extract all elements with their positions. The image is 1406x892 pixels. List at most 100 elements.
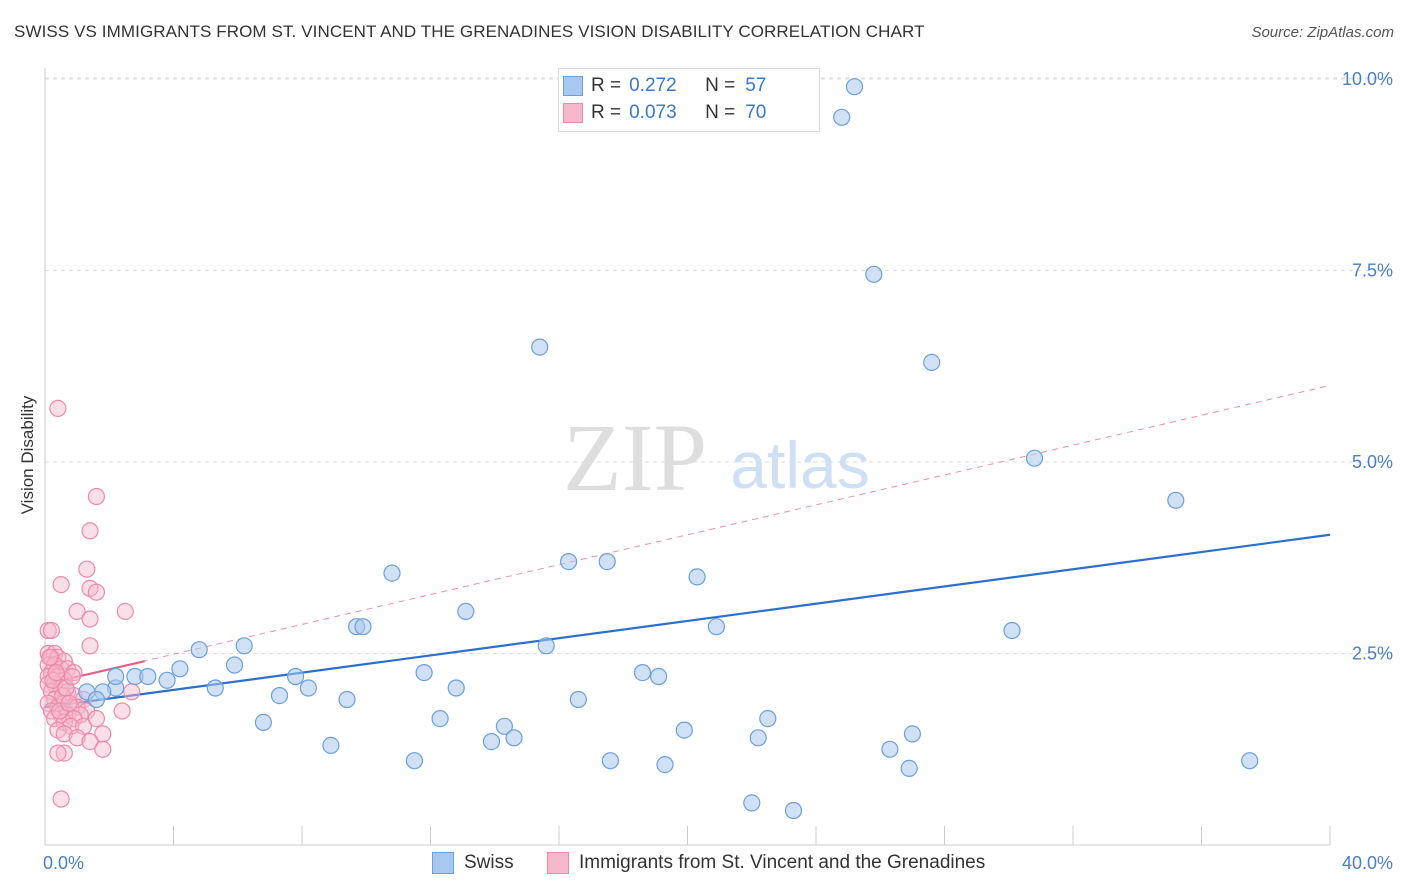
svg-point — [68, 602, 86, 621]
legend-item-swiss: Swiss — [432, 852, 514, 874]
svg-point — [49, 399, 67, 417]
swiss-point — [1167, 491, 1185, 509]
svg-point — [87, 487, 106, 506]
legend-n-label: N = — [705, 75, 736, 96]
swiss-point — [206, 679, 224, 697]
svg-point — [81, 637, 99, 655]
svg-point — [87, 709, 106, 728]
svg-point — [68, 729, 86, 747]
swiss-point — [537, 637, 555, 655]
swiss-point — [235, 637, 253, 655]
y-tick-label: 7.5% — [1352, 261, 1393, 281]
svg-point — [116, 602, 134, 621]
legend-row-svg: R = 0.073 N = 70 — [563, 100, 767, 126]
swiss-point — [598, 552, 616, 571]
legend-swatch-svg — [563, 103, 583, 123]
swiss-point — [1025, 449, 1044, 467]
svg-point — [113, 702, 131, 720]
watermark-zip: ZIP — [563, 404, 707, 511]
swiss-point — [190, 641, 208, 659]
swiss-point — [383, 564, 401, 582]
swiss-point — [749, 729, 767, 747]
svg-point — [81, 522, 99, 540]
y-tick-label: 10.0% — [1342, 69, 1393, 89]
svg-point — [52, 790, 70, 808]
grid-lines — [45, 77, 1390, 654]
watermark-atlas: atlas — [730, 428, 869, 502]
swiss-point — [87, 690, 106, 709]
swiss-point — [865, 265, 883, 283]
swiss-point — [1241, 752, 1259, 770]
swiss-point — [299, 679, 317, 697]
swiss-point — [482, 732, 501, 751]
svg-point — [49, 744, 67, 762]
legend-label-swiss: Swiss — [464, 852, 514, 873]
svg-point — [94, 740, 112, 758]
swiss-point — [903, 725, 922, 743]
swiss-point — [270, 686, 289, 705]
swiss-point — [759, 709, 777, 728]
legend-r-label: R = — [591, 75, 622, 96]
swiss-point — [287, 667, 305, 686]
swiss-point — [784, 801, 803, 820]
swiss-point — [495, 717, 513, 735]
swiss-trendline — [44, 533, 1331, 709]
swiss-point — [322, 736, 340, 755]
svg-point — [63, 667, 81, 686]
svg-point — [55, 744, 73, 762]
legend-r-label: R = — [591, 102, 622, 123]
svg-point — [41, 648, 59, 666]
svg-point — [52, 575, 70, 594]
swiss-point — [139, 667, 157, 686]
swiss-point — [881, 740, 899, 758]
swiss-point — [447, 679, 465, 697]
legend-r-value: 0.073 — [629, 102, 677, 123]
swiss-point — [254, 713, 272, 732]
swiss-point — [338, 690, 356, 709]
swiss-point — [107, 667, 125, 686]
swiss-point — [559, 552, 578, 571]
source-credit: Source: ZipAtlas.com — [1251, 24, 1394, 41]
svg-point — [87, 583, 106, 601]
series-legend: Swiss Immigrants from St. Vincent and th… — [0, 852, 1406, 878]
svg-point — [81, 610, 99, 628]
svg-point — [123, 683, 141, 701]
svg-point — [55, 725, 73, 743]
swiss-point — [405, 752, 423, 770]
swiss-point — [225, 656, 244, 674]
swiss-point — [505, 729, 523, 747]
swiss-point — [900, 759, 918, 778]
legend-n-value: 70 — [745, 102, 767, 123]
swiss-point — [354, 618, 372, 636]
svg-point — [42, 621, 61, 640]
svg-point — [47, 663, 65, 682]
svg-point — [78, 560, 96, 578]
legend-n-value: 57 — [745, 75, 767, 96]
legend-swatch-swiss — [432, 852, 454, 874]
legend-r-value: 0.272 — [629, 75, 677, 96]
svg-point — [94, 725, 112, 743]
swiss-point — [601, 752, 620, 770]
data-points — [39, 78, 1259, 820]
legend-item-svg: Immigrants from St. Vincent and the Gren… — [547, 852, 985, 874]
svg-point — [60, 694, 78, 712]
correlation-legend: R = 0.272 N = 57 R = 0.073 N = 70 — [558, 68, 820, 132]
swiss-point — [707, 618, 726, 636]
swiss-point — [431, 709, 449, 728]
legend-label-svg: Immigrants from St. Vincent and the Gren… — [579, 852, 986, 873]
swiss-point — [415, 663, 433, 682]
y-tick-label: 5.0% — [1352, 452, 1393, 472]
legend-n-label: N = — [705, 102, 736, 123]
swiss-point — [675, 721, 693, 739]
swiss-point — [656, 755, 674, 774]
svg-point — [81, 732, 99, 751]
y-tick-label: 2.5% — [1352, 644, 1393, 664]
swiss-point — [158, 671, 176, 689]
swiss-point — [457, 602, 475, 621]
x-tick-label: 0.0% — [43, 853, 84, 873]
chart-title: SWISS VS IMMIGRANTS FROM ST. VINCENT AND… — [14, 22, 925, 41]
x-tick-label: 40.0% — [1342, 853, 1393, 873]
swiss-point — [845, 78, 864, 96]
swiss-point — [633, 663, 652, 682]
legend-row-swiss: R = 0.272 N = 57 — [563, 73, 767, 99]
